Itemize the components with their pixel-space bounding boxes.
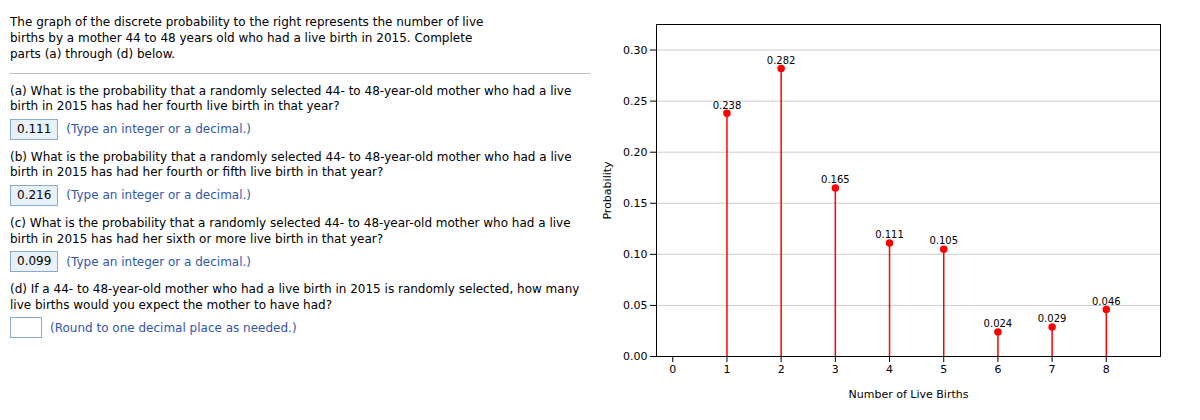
svg-text:0.105: 0.105 bbox=[929, 235, 958, 246]
svg-text:0.10: 0.10 bbox=[623, 248, 648, 261]
svg-text:0.024: 0.024 bbox=[984, 318, 1013, 329]
html-text:(Type an integer or a decimal.: (Type an integer or a decimal.) bbox=[66, 254, 251, 269]
svg-text:5: 5 bbox=[940, 363, 947, 376]
svg-text:0.20: 0.20 bbox=[623, 146, 648, 159]
svg-text:0.029: 0.029 bbox=[1038, 313, 1067, 324]
html-text:(a) What is the probability th: (a) What is the probability that a rando… bbox=[10, 83, 572, 114]
html-text:(c) What is the probability th: (c) What is the probability that a rando… bbox=[10, 215, 571, 246]
svg-text:Number of Live Births: Number of Live Births bbox=[849, 388, 969, 401]
svg-text:6: 6 bbox=[994, 363, 1001, 376]
html-text:0.216: 0.216 bbox=[17, 187, 52, 202]
svg-text:0.165: 0.165 bbox=[821, 174, 850, 185]
svg-text:3: 3 bbox=[832, 363, 839, 376]
html-text:0.099: 0.099 bbox=[17, 254, 52, 269]
svg-text:0.046: 0.046 bbox=[1092, 296, 1121, 307]
svg-text:Probability: Probability bbox=[601, 161, 614, 220]
svg-text:0.00: 0.00 bbox=[623, 350, 648, 363]
svg-text:2: 2 bbox=[778, 363, 785, 376]
html-text:(d) If a 44- to 48-year-old mo: (d) If a 44- to 48-year-old mother who h… bbox=[10, 282, 580, 312]
svg-text:0.282: 0.282 bbox=[767, 55, 796, 66]
svg-text:7: 7 bbox=[1049, 363, 1056, 376]
svg-text:8: 8 bbox=[1103, 363, 1110, 376]
svg-text:1: 1 bbox=[723, 363, 730, 376]
svg-text:4: 4 bbox=[886, 363, 893, 376]
html-text:0.111: 0.111 bbox=[17, 121, 52, 136]
html-text:(Round to one decimal place as: (Round to one decimal place as needed.) bbox=[50, 320, 297, 335]
svg-text:0.238: 0.238 bbox=[713, 100, 742, 111]
html-text:(b) What is the probability th: (b) What is the probability that a rando… bbox=[10, 149, 572, 180]
svg-text:0: 0 bbox=[669, 363, 676, 376]
svg-text:0.15: 0.15 bbox=[623, 197, 648, 210]
html-text:(Type an integer or a decimal.: (Type an integer or a decimal.) bbox=[66, 122, 251, 137]
html-text:The graph of the discrete prob: The graph of the discrete probability to… bbox=[10, 15, 484, 62]
svg-text:0.05: 0.05 bbox=[623, 299, 648, 312]
svg-text:0.30: 0.30 bbox=[623, 44, 648, 57]
html-text:(Type an integer or a decimal.: (Type an integer or a decimal.) bbox=[66, 188, 251, 203]
svg-text:0.25: 0.25 bbox=[623, 95, 648, 108]
svg-text:0.111: 0.111 bbox=[875, 229, 904, 240]
